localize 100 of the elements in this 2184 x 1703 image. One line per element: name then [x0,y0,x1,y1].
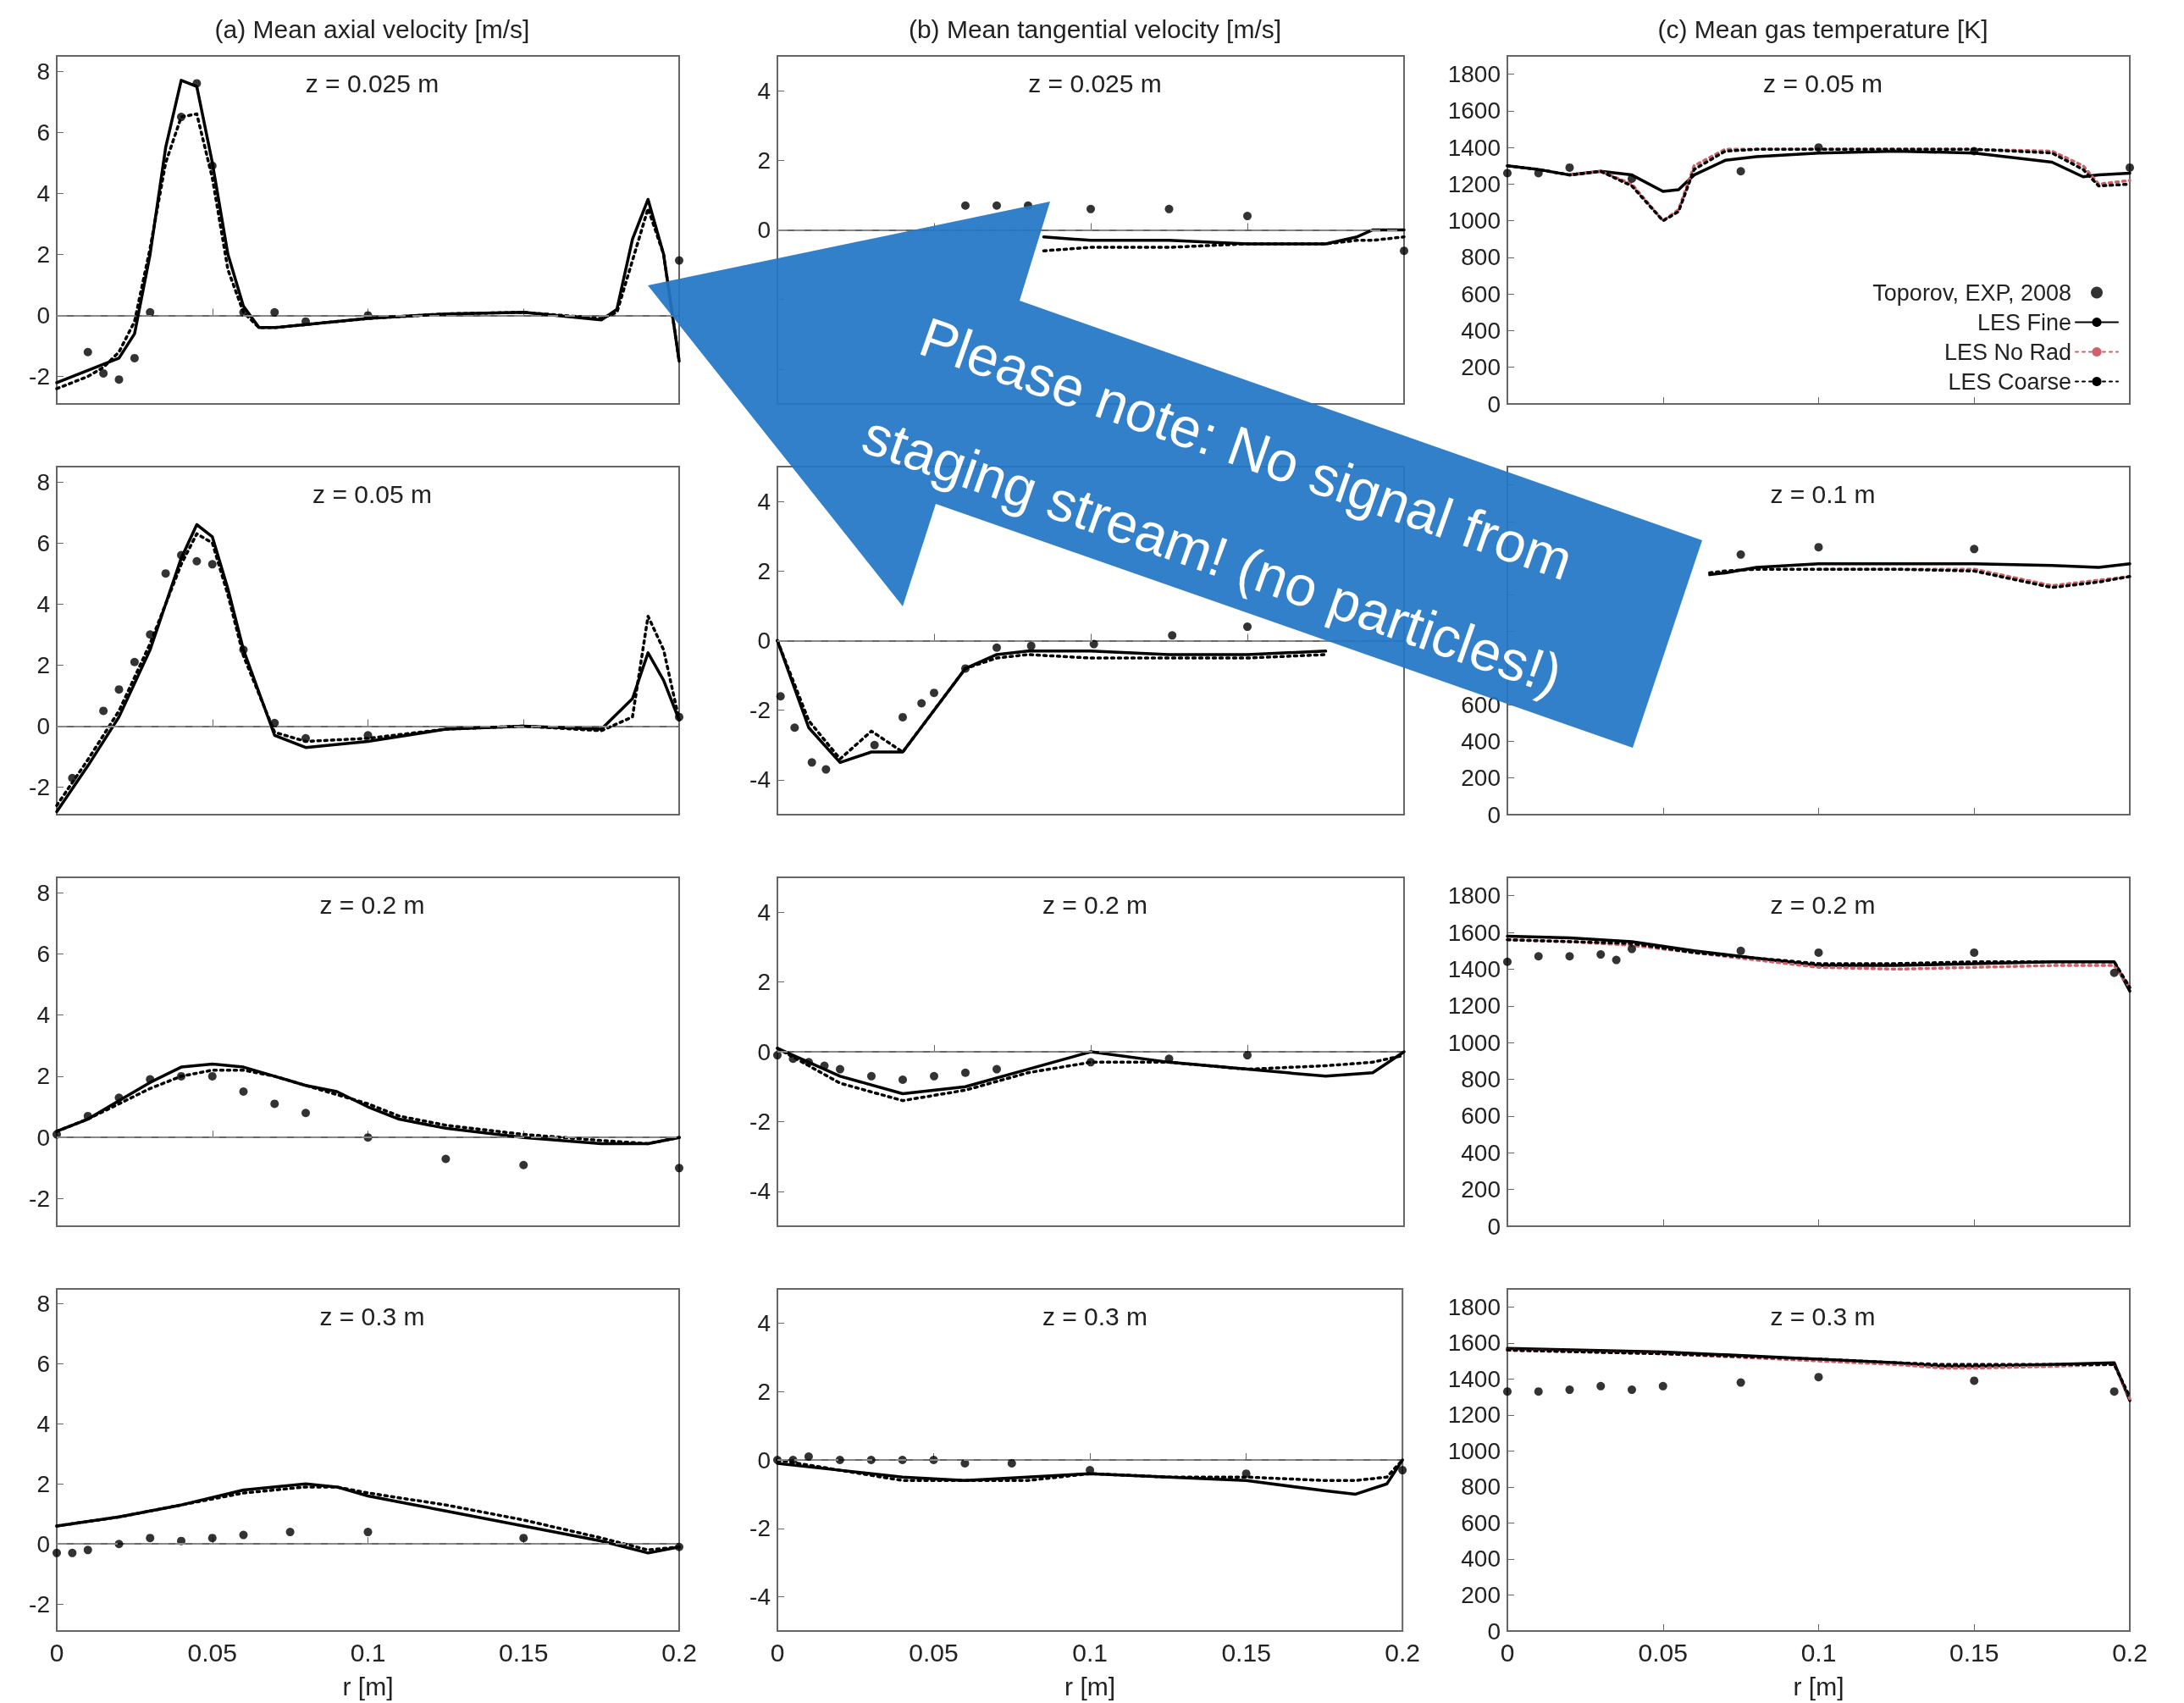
y-tick-label: 8 [36,58,50,85]
point [1596,1381,1606,1391]
point [1026,641,1036,650]
y-tick-label: 4 [36,1410,50,1437]
point [870,740,879,749]
point [177,1071,185,1081]
point [1612,955,1621,965]
y-tick-label: 4 [36,1002,50,1029]
point [177,113,185,122]
y-tick-label: 1200 [1447,170,1501,197]
x-tick-label: 0.2 [2112,1638,2148,1667]
y-tick-label: 0 [36,1530,50,1557]
point [1243,212,1252,221]
point [1658,1381,1667,1391]
point [83,347,92,357]
y-tick-label: -2 [29,363,50,390]
y-tick-label: 200 [1461,354,1501,381]
point [790,723,799,733]
text: z = 0.025 m [305,69,440,97]
point [1164,204,1174,213]
y-tick-label: 800 [1461,1066,1501,1093]
y-tick-label: 1200 [1447,1402,1501,1429]
point [807,758,816,767]
y-tick-label: 1800 [1447,1293,1501,1320]
y-tick-label: 8 [36,468,50,495]
y-tick-label: 6 [36,119,50,146]
point [898,712,907,722]
y-tick-label: 6 [36,940,50,967]
text: z = 0.2 m [319,890,425,919]
y-tick-label: 4 [36,180,50,207]
y-tick-label: 0 [36,712,50,739]
x-tick-label: 0.1 [1072,1638,1108,1667]
y-tick-label: 2 [36,241,50,268]
point [961,664,970,673]
point [1736,1378,1745,1387]
point [177,550,185,560]
point [2126,163,2134,172]
point [1565,163,1574,172]
y-tick-label: 200 [1461,765,1501,792]
point [114,375,124,384]
y-tick-label: 0 [1487,801,1501,828]
y-tick-label: 1400 [1447,134,1501,161]
y-tick-label: 1000 [1447,1437,1501,1464]
y-tick-label: 1200 [1447,992,1501,1020]
y-tick-label: -4 [749,766,771,793]
y-tick-label: -2 [29,774,50,801]
y-tick-label: 6 [36,1351,50,1378]
text: z = 0.3 m [1042,1302,1148,1330]
x-tick-label: 0.1 [1800,1638,1837,1667]
legend-label: LES No Rad [1943,339,2071,365]
point [1503,957,1512,966]
y-tick-label: 8 [36,1291,50,1318]
point [1243,622,1252,632]
point [821,765,831,774]
point [2109,1387,2119,1396]
y-tick-label: 200 [1461,1176,1501,1203]
y-tick-label: 8 [36,879,50,906]
point [1565,952,1574,961]
y-tick-label: 4 [757,1309,771,1336]
y-tick-label: 600 [1461,280,1501,307]
point [930,688,938,698]
y-tick-label: 1000 [1447,1029,1501,1056]
point [363,731,373,740]
point [114,1093,124,1103]
y-tick-label: 1600 [1447,919,1501,946]
point [441,1154,451,1164]
x-tick-label: 0.1 [350,1638,386,1667]
y-tick-label: 0 [36,301,50,329]
chart-title: (a) Mean axial velocity [m/s] [214,14,530,43]
y-tick-label: 0 [1487,1617,1501,1645]
point [992,201,1001,210]
text: z = 0.05 m [1763,69,1883,97]
text: z = 0.2 m [1770,890,1876,919]
point [99,368,108,378]
x-tick-label: 0.2 [1385,1638,1421,1667]
x-tick-label: 0.05 [909,1638,959,1667]
point [270,1099,279,1109]
x-tick-label: 0.05 [1638,1638,1688,1667]
text: z = 0.3 m [1770,1302,1876,1330]
point [1970,1376,1979,1385]
x-tick-label: 0.15 [1949,1638,1999,1667]
y-tick-label: 2 [757,1378,771,1405]
x-tick-label: 0.15 [1221,1638,1271,1667]
y-tick-label: 2 [757,969,771,996]
x-tick-label: 0.2 [661,1638,697,1667]
point [992,643,1001,652]
point [146,1075,155,1084]
point [239,307,248,317]
y-tick-label: 0 [1487,1213,1501,1240]
y-tick-label: -2 [749,1515,771,1542]
point [1168,631,1177,640]
point [1565,1385,1574,1395]
x-tick-label: 0.15 [499,1638,549,1667]
point [1089,639,1098,649]
point [207,1071,217,1081]
point [1970,147,1979,156]
y-tick-label: 1000 [1447,207,1501,235]
y-tick-label: -4 [749,1178,771,1205]
text: z = 0.3 m [319,1302,425,1330]
y-tick-label: 0 [757,1446,771,1474]
